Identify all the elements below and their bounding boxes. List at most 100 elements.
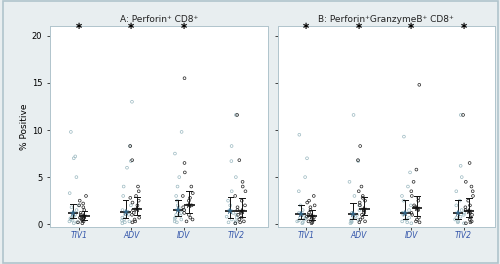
Text: ∗: ∗	[180, 21, 188, 31]
Point	[294, 218, 302, 223]
Point	[188, 203, 196, 208]
Point	[458, 175, 466, 179]
Point	[460, 221, 468, 225]
Point	[304, 219, 312, 224]
Point	[413, 217, 421, 221]
Point	[398, 219, 406, 224]
Point	[356, 217, 364, 221]
Point	[303, 200, 311, 205]
Point	[121, 220, 129, 224]
Point	[238, 180, 246, 184]
Point	[456, 215, 464, 219]
Point	[185, 213, 193, 217]
Point	[134, 203, 141, 208]
Point	[236, 217, 244, 221]
Point	[462, 221, 470, 225]
Point	[238, 199, 246, 203]
Point	[67, 217, 75, 221]
Point	[126, 144, 134, 148]
Point	[234, 205, 241, 209]
Point	[177, 211, 185, 215]
Point	[76, 215, 84, 220]
Point	[358, 196, 366, 200]
Point	[405, 215, 413, 220]
Point	[76, 211, 84, 215]
Point	[464, 199, 472, 203]
Point	[182, 219, 190, 224]
Point	[66, 191, 74, 195]
Point	[242, 189, 250, 193]
Point	[454, 219, 462, 224]
Point	[224, 199, 232, 203]
Point	[222, 215, 230, 219]
Point	[228, 189, 235, 193]
Point	[189, 191, 197, 195]
Point	[462, 180, 470, 184]
Point	[416, 83, 424, 87]
Point	[456, 113, 464, 117]
Point	[238, 215, 246, 220]
Point	[412, 219, 420, 224]
Point	[466, 203, 474, 208]
Point	[232, 213, 240, 217]
Point	[80, 205, 88, 209]
Text: ∗: ∗	[354, 21, 363, 31]
Point	[72, 208, 80, 212]
Point	[296, 203, 304, 208]
Point	[348, 211, 356, 215]
Point	[68, 215, 76, 220]
Point	[129, 208, 137, 212]
Point	[468, 185, 475, 189]
Point	[462, 205, 469, 209]
Point	[469, 194, 477, 198]
Point	[78, 221, 86, 225]
Point	[186, 215, 194, 220]
Y-axis label: % Positive: % Positive	[20, 103, 29, 150]
Point	[358, 185, 366, 189]
Point	[172, 213, 180, 217]
Point	[456, 199, 464, 203]
Point	[74, 220, 82, 224]
Point	[346, 221, 354, 225]
Point	[170, 216, 178, 221]
Point	[180, 76, 188, 80]
Point	[310, 203, 318, 208]
Point	[76, 199, 84, 203]
Point	[451, 217, 459, 221]
Point	[236, 158, 244, 162]
Point	[232, 113, 240, 117]
Point	[228, 144, 235, 148]
Point	[354, 159, 362, 163]
Point	[293, 219, 301, 224]
Point	[408, 213, 416, 217]
Point	[305, 211, 313, 215]
Point	[350, 113, 358, 117]
Point	[400, 199, 407, 203]
Point	[295, 211, 303, 215]
Point	[228, 159, 235, 163]
Point	[398, 211, 406, 215]
Point	[408, 221, 416, 225]
Point	[181, 170, 189, 175]
Point	[300, 217, 308, 221]
Point	[180, 208, 188, 212]
Point	[466, 217, 474, 221]
Point	[400, 134, 408, 139]
Point	[70, 156, 78, 161]
Point	[172, 215, 179, 220]
Point	[402, 217, 410, 221]
Point	[232, 219, 240, 224]
Point	[232, 221, 239, 225]
Point	[82, 194, 90, 198]
Point	[121, 212, 129, 216]
Point	[452, 215, 460, 220]
Point	[80, 208, 88, 212]
Point	[174, 185, 182, 189]
Point	[308, 217, 316, 221]
Point	[66, 219, 74, 224]
Point	[354, 189, 362, 193]
Point	[234, 208, 241, 212]
Title: B: Perforin⁺GranzymeB⁺ CD8⁺: B: Perforin⁺GranzymeB⁺ CD8⁺	[318, 15, 454, 24]
Point	[127, 159, 135, 163]
Point	[236, 220, 244, 224]
